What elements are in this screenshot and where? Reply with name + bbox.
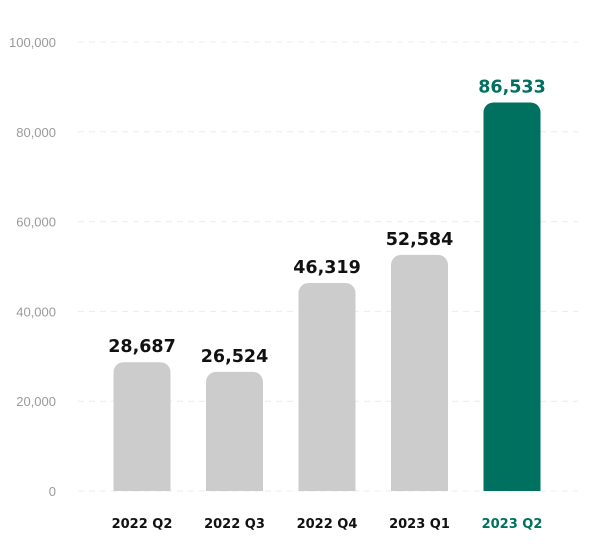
- y-tick-label: 60,000: [16, 215, 56, 230]
- x-tick-label: 2022 Q4: [297, 517, 358, 532]
- data-label: 86,533: [478, 77, 546, 97]
- bar-layer: [113, 102, 541, 491]
- bar: [113, 362, 171, 491]
- data-label: 28,687: [108, 337, 176, 357]
- y-tick-label: 80,000: [16, 125, 56, 140]
- bar: [391, 254, 448, 491]
- bar-base: [113, 481, 171, 491]
- bar-base: [298, 481, 356, 491]
- bar-base: [206, 481, 263, 491]
- bar-base: [391, 481, 448, 491]
- bar: [206, 371, 263, 491]
- y-tick-label: 20,000: [16, 394, 56, 409]
- axis-layer: 0 20,000 40,000 60,000 80,000 100,000 2022 Q2 2…: [9, 35, 542, 532]
- data-label: 46,319: [293, 258, 361, 278]
- data-label: 52,584: [386, 230, 454, 250]
- bar: [483, 102, 541, 491]
- y-tick-label: 40,000: [16, 304, 56, 319]
- bar-base: [483, 481, 541, 491]
- y-tick-label: 0: [49, 484, 56, 499]
- x-tick-label: 2022 Q2: [112, 517, 173, 532]
- x-tick-label: 2023 Q1: [389, 517, 450, 532]
- label-layer: 28,687 26,524 46,319 52,584 86,533: [108, 77, 546, 366]
- y-tick-label: 100,000: [9, 35, 56, 50]
- data-label: 26,524: [201, 347, 269, 367]
- x-tick-label: 2023 Q2: [482, 517, 543, 532]
- bar: [298, 283, 356, 491]
- x-tick-label: 2022 Q3: [204, 517, 265, 532]
